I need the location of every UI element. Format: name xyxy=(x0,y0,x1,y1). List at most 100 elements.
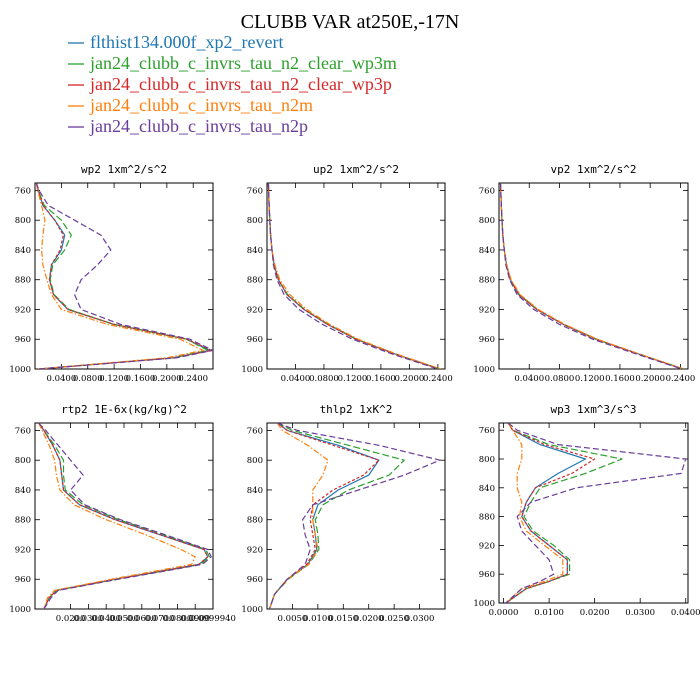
legend-entry: flthist134.000f_xp2_revert xyxy=(90,32,283,52)
y-tick-label: 920 xyxy=(479,305,495,315)
y-tick-label: 800 xyxy=(15,456,31,466)
x-tick-label: 0.2400 xyxy=(423,374,453,384)
y-tick-label: 800 xyxy=(479,455,495,465)
y-tick-label: 880 xyxy=(479,276,495,286)
legend-entry: jan24_clubb_c_invrs_tau_n2_clear_wp3p xyxy=(89,74,392,94)
y-tick-label: 840 xyxy=(15,246,31,256)
panel-title: wp3 1xm^3/s^3 xyxy=(550,403,636,416)
panel-1: wp2 1xm^2/s^2 760 800 840 880 920 960 1000 0.040… xyxy=(9,163,214,384)
chart-panels: wp2 1xm^2/s^2 760 800 840 880 920 960 1000 0.040… xyxy=(9,163,700,624)
series-line xyxy=(505,423,687,603)
panel-title: up2 1xm^2/s^2 xyxy=(313,163,399,176)
x-tick-label: 0.1600 xyxy=(366,374,396,384)
y-tick-label: 840 xyxy=(247,486,263,496)
series-line xyxy=(268,423,329,609)
y-tick-label: 880 xyxy=(247,516,263,526)
y-tick-label: 760 xyxy=(15,186,31,196)
figure-title: CLUBB VAR at250E,-17N xyxy=(241,11,460,33)
y-tick-label: 840 xyxy=(15,486,31,496)
series-line xyxy=(267,183,440,369)
x-tick-label: 0.0600 xyxy=(127,614,157,624)
x-tick-label: 0.0500 xyxy=(109,614,139,624)
y-tick-label: 880 xyxy=(15,276,31,286)
y-tick-label: 880 xyxy=(247,276,263,286)
x-tick-label: 0.0400 xyxy=(91,614,121,624)
series-line xyxy=(505,423,564,603)
panel-3: vp2 1xm^2/s^2 760 800 840 880 920 960 1000 0.040… xyxy=(473,163,695,384)
plot-frame xyxy=(34,182,214,370)
series-line xyxy=(267,183,439,369)
legend: flthist134.000f_xp2_revertjan24_clubb_c_… xyxy=(68,32,397,136)
x-tick-label: 0.0100 xyxy=(534,608,564,618)
series-line xyxy=(38,423,209,609)
x-tick-label: 0.1600 xyxy=(605,374,635,384)
x-tick-label: 0.0700 xyxy=(145,614,175,624)
series-line xyxy=(38,423,209,609)
x-tick-label: 0.0900 xyxy=(180,614,210,624)
y-tick-label: 800 xyxy=(247,216,263,226)
plot-frame xyxy=(34,422,214,610)
series-line xyxy=(38,423,212,609)
y-tick-label: 880 xyxy=(479,513,495,523)
x-tick-label: 0.0200 xyxy=(56,614,86,624)
panel-title: vp2 1xm^2/s^2 xyxy=(550,163,636,176)
x-tick-label: 0.0000 xyxy=(489,608,519,618)
y-tick-label: 840 xyxy=(247,246,263,256)
x-tick-label: 0.0400 xyxy=(281,374,311,384)
panel-title: wp2 1xm^2/s^2 xyxy=(81,163,167,176)
y-tick-label: 920 xyxy=(247,545,263,555)
y-tick-label: 960 xyxy=(247,335,263,345)
series-line xyxy=(499,183,684,369)
series-line xyxy=(499,183,683,369)
y-tick-label: 960 xyxy=(479,335,495,345)
series-line xyxy=(35,183,213,369)
series-line xyxy=(35,183,213,369)
y-tick-label: 1000 xyxy=(9,365,31,375)
plot-frame xyxy=(498,182,689,370)
y-tick-label: 800 xyxy=(479,216,495,226)
legend-entry: jan24_clubb_c_invrs_tau_n2m xyxy=(89,95,313,115)
x-tick-label: 0.0300 xyxy=(74,614,104,624)
x-tick-label: 0.0800 xyxy=(545,374,575,384)
plot-frame xyxy=(266,422,446,610)
x-tick-label: 0.1600 xyxy=(126,374,156,384)
y-tick-label: 760 xyxy=(479,186,495,196)
y-tick-label: 760 xyxy=(15,426,31,436)
series-line xyxy=(499,183,683,369)
x-tick-label: 0.1200 xyxy=(338,374,368,384)
x-tick-label: 0.0400 xyxy=(46,374,76,384)
y-tick-label: 760 xyxy=(247,186,263,196)
x-tick-label: 0.0300 xyxy=(625,608,655,618)
series-line xyxy=(505,423,623,603)
y-tick-label: 960 xyxy=(479,570,495,580)
panel-title: rtp2 1E-6x(kg/kg)^2 xyxy=(61,403,187,416)
series-line xyxy=(267,183,441,369)
x-tick-label: 0.1200 xyxy=(99,374,129,384)
y-tick-label: 760 xyxy=(247,426,263,436)
x-tick-label: 0.0800 xyxy=(309,374,339,384)
x-tick-label: 0.0200 xyxy=(580,608,610,618)
legend-entry: jan24_clubb_c_invrs_tau_n2_clear_wp3m xyxy=(89,53,397,73)
x-tick-label: 0.2000 xyxy=(152,374,182,384)
y-tick-label: 760 xyxy=(479,426,495,436)
y-tick-label: 1000 xyxy=(241,605,263,615)
series-line xyxy=(38,423,210,609)
x-tick-label: 0.0400 xyxy=(671,608,700,618)
x-tick-label: 0.0150 xyxy=(328,614,358,624)
series-line xyxy=(35,183,209,369)
y-tick-label: 920 xyxy=(15,305,31,315)
panel-title: thlp2 1xK^2 xyxy=(320,403,393,416)
y-tick-label: 800 xyxy=(247,456,263,466)
x-tick-label: 0.2000 xyxy=(635,374,665,384)
y-tick-label: 1000 xyxy=(241,365,263,375)
y-tick-label: 920 xyxy=(15,545,31,555)
y-tick-label: 1000 xyxy=(9,605,31,615)
panel-5: thlp2 1xK^276080084088092096010000.00500… xyxy=(241,403,446,624)
x-tick-label: 0.1200 xyxy=(575,374,605,384)
y-tick-label: 840 xyxy=(479,484,495,494)
x-tick-label: 0.2400 xyxy=(178,374,208,384)
y-tick-label: 920 xyxy=(247,305,263,315)
y-tick-label: 1000 xyxy=(473,599,495,609)
x-tick-label: 0.0400 xyxy=(514,374,544,384)
plot-frame xyxy=(498,422,689,604)
